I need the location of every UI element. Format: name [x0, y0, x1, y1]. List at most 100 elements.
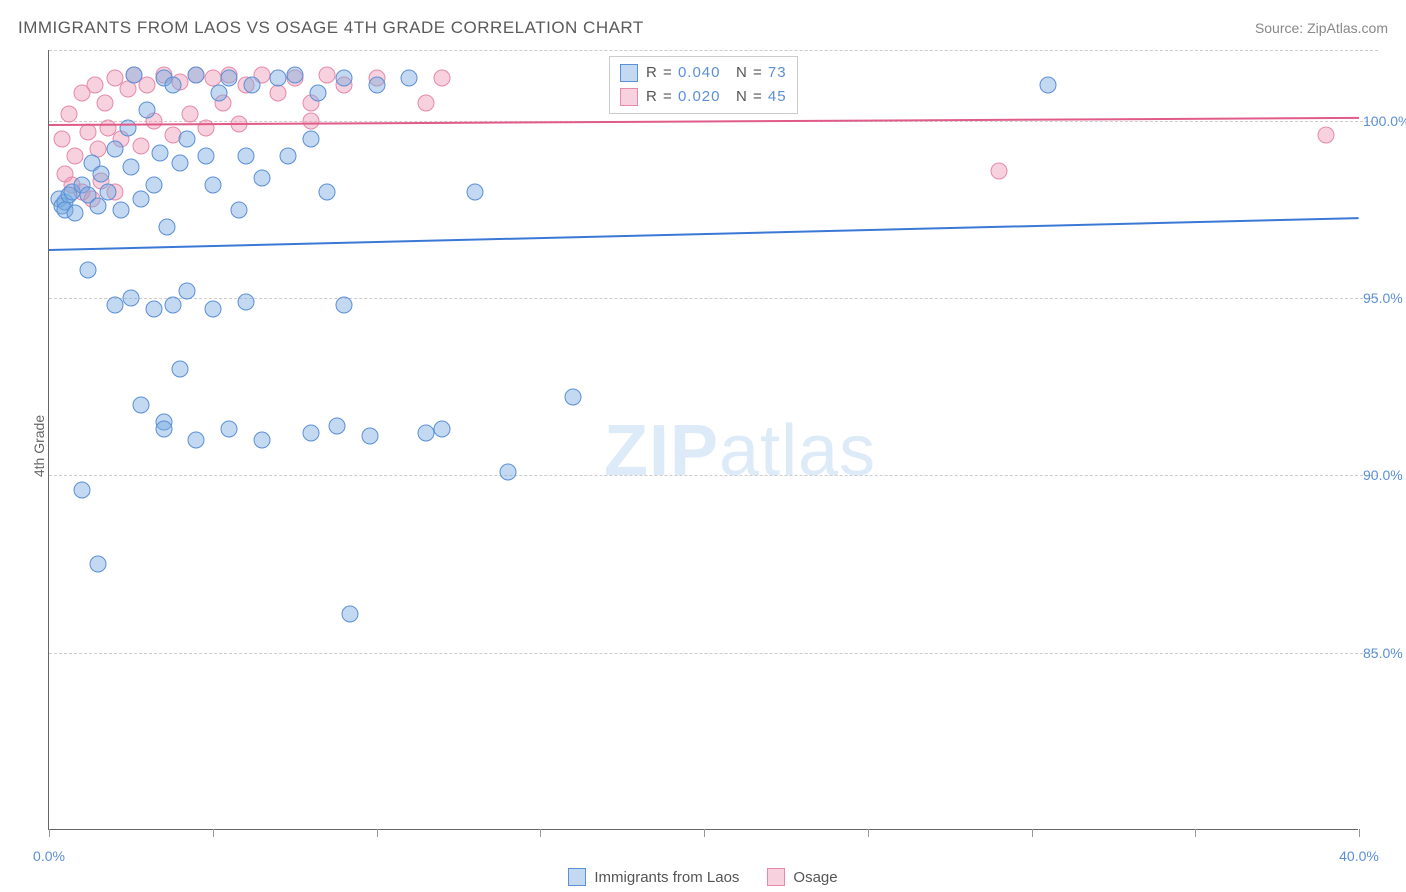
scatter-point [417, 424, 434, 441]
scatter-point [244, 77, 261, 94]
scatter-point [335, 70, 352, 87]
scatter-point [132, 396, 149, 413]
scatter-point [122, 290, 139, 307]
legend-bottom: Immigrants from Laos Osage [0, 868, 1406, 886]
scatter-point [67, 205, 84, 222]
legend-label-1: Immigrants from Laos [594, 869, 739, 886]
y-axis-label: 4th Grade [31, 415, 47, 477]
scatter-point [126, 66, 143, 83]
x-tick [704, 829, 705, 837]
x-tick [213, 829, 214, 837]
scatter-point [1318, 127, 1335, 144]
scatter-point [60, 105, 77, 122]
legend-stats: R = 0.020 N = 45 [646, 85, 787, 109]
scatter-point [158, 219, 175, 236]
scatter-point [319, 183, 336, 200]
watermark: ZIPatlas [604, 410, 876, 492]
scatter-point [139, 102, 156, 119]
scatter-point [198, 148, 215, 165]
source-label: Source: ZipAtlas.com [1255, 20, 1388, 36]
x-tick-label: 0.0% [33, 848, 65, 864]
legend-top: R = 0.040 N = 73R = 0.020 N = 45 [609, 56, 798, 114]
legend-swatch-2 [767, 868, 785, 886]
scatter-point [499, 463, 516, 480]
scatter-point [303, 130, 320, 147]
scatter-point [93, 166, 110, 183]
y-tick-label: 85.0% [1363, 645, 1406, 661]
scatter-point [309, 84, 326, 101]
scatter-point [434, 421, 451, 438]
scatter-point [286, 66, 303, 83]
y-tick-label: 90.0% [1363, 467, 1406, 483]
scatter-point [237, 293, 254, 310]
scatter-point [361, 428, 378, 445]
scatter-point [132, 137, 149, 154]
scatter-point [188, 66, 205, 83]
grid-line [49, 50, 1378, 51]
trend-line [49, 217, 1359, 251]
scatter-point [90, 198, 107, 215]
grid-line [49, 475, 1378, 476]
watermark-bold: ZIP [604, 411, 719, 491]
scatter-point [303, 424, 320, 441]
scatter-point [80, 261, 97, 278]
scatter-point [198, 120, 215, 137]
scatter-point [253, 169, 270, 186]
scatter-point [113, 201, 130, 218]
scatter-point [434, 70, 451, 87]
legend-row: R = 0.020 N = 45 [620, 85, 787, 109]
scatter-point [139, 77, 156, 94]
scatter-point [132, 190, 149, 207]
scatter-point [280, 148, 297, 165]
scatter-point [401, 70, 418, 87]
legend-item-2: Osage [767, 868, 837, 886]
scatter-point [188, 432, 205, 449]
grid-line [49, 653, 1378, 654]
scatter-point [178, 130, 195, 147]
x-tick [1032, 829, 1033, 837]
scatter-point [221, 421, 238, 438]
scatter-point [342, 605, 359, 622]
scatter-point [155, 421, 172, 438]
scatter-point [67, 148, 84, 165]
x-tick [868, 829, 869, 837]
scatter-point [165, 77, 182, 94]
scatter-point [96, 95, 113, 112]
y-tick-label: 95.0% [1363, 290, 1406, 306]
scatter-point [99, 183, 116, 200]
scatter-point [119, 120, 136, 137]
scatter-point [329, 417, 346, 434]
chart-plot-area: ZIPatlas 85.0%90.0%95.0%100.0%0.0%40.0%R… [48, 50, 1358, 830]
scatter-point [230, 201, 247, 218]
y-tick-label: 100.0% [1363, 113, 1406, 129]
scatter-point [270, 70, 287, 87]
scatter-point [204, 300, 221, 317]
scatter-point [990, 162, 1007, 179]
scatter-point [368, 77, 385, 94]
scatter-point [417, 95, 434, 112]
x-tick-label: 40.0% [1339, 848, 1379, 864]
legend-swatch-1 [568, 868, 586, 886]
scatter-point [152, 144, 169, 161]
scatter-point [319, 66, 336, 83]
scatter-point [145, 176, 162, 193]
chart-title: IMMIGRANTS FROM LAOS VS OSAGE 4TH GRADE … [18, 18, 644, 38]
x-tick [49, 829, 50, 837]
x-tick [540, 829, 541, 837]
legend-stats: R = 0.040 N = 73 [646, 61, 787, 85]
scatter-point [204, 176, 221, 193]
scatter-point [211, 84, 228, 101]
scatter-point [466, 183, 483, 200]
x-tick [377, 829, 378, 837]
legend-label-2: Osage [793, 869, 837, 886]
scatter-point [145, 300, 162, 317]
scatter-point [221, 70, 238, 87]
scatter-point [172, 155, 189, 172]
scatter-point [303, 112, 320, 129]
x-tick [1195, 829, 1196, 837]
scatter-point [253, 432, 270, 449]
scatter-point [1039, 77, 1056, 94]
scatter-point [90, 556, 107, 573]
scatter-point [181, 105, 198, 122]
scatter-point [237, 148, 254, 165]
